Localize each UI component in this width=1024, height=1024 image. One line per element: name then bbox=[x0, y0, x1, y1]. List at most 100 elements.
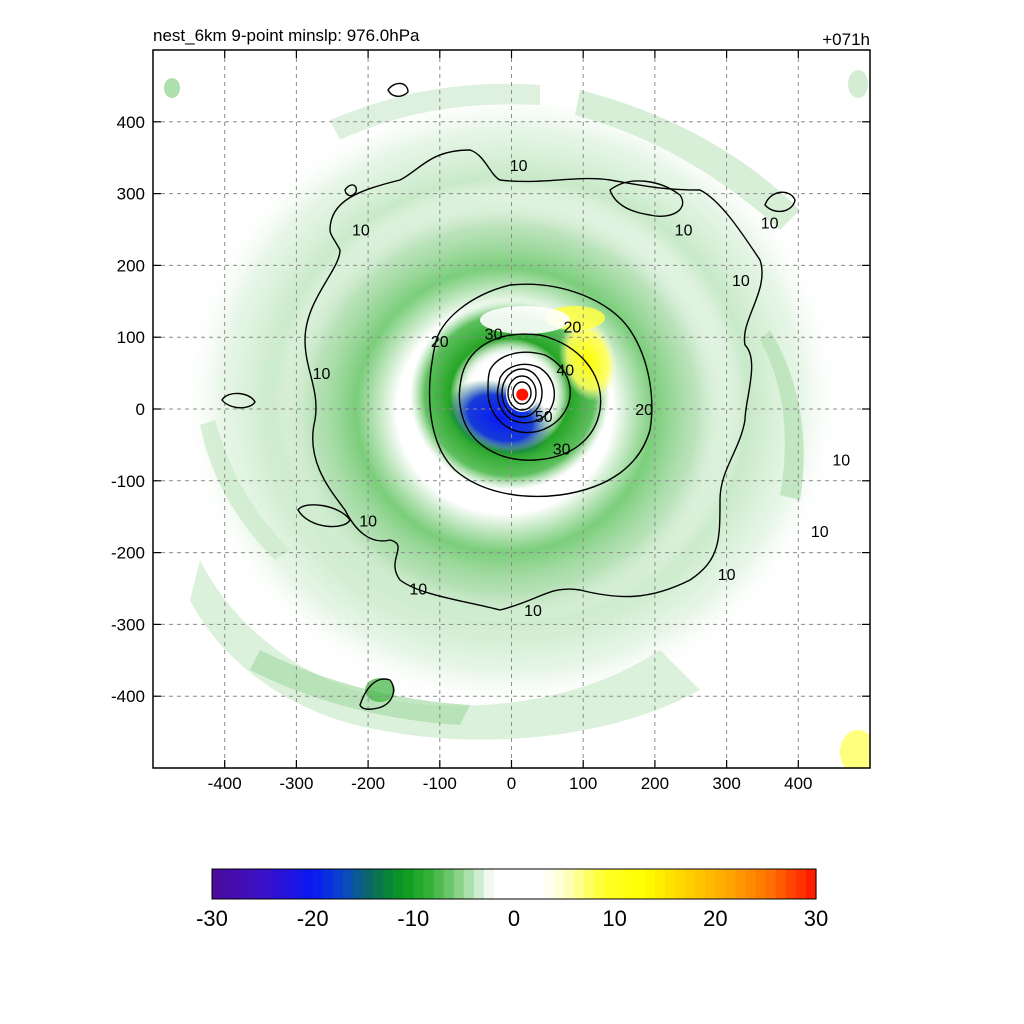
colorbar-swatch bbox=[634, 869, 646, 899]
colorbar-swatch bbox=[544, 869, 555, 899]
contour-island-nw2 bbox=[344, 184, 358, 197]
colorbar-swatch bbox=[715, 869, 726, 899]
contour-label: 10 bbox=[359, 513, 377, 530]
colorbar-swatch bbox=[675, 869, 686, 899]
colorbar-swatch bbox=[413, 869, 424, 899]
contour-label: 10 bbox=[510, 158, 528, 175]
colorbar-swatch bbox=[614, 869, 626, 899]
contour-label: 50 bbox=[535, 409, 553, 426]
contour-island-w bbox=[221, 392, 256, 409]
colorbar-swatch bbox=[322, 869, 334, 899]
colorbar-swatch bbox=[222, 869, 233, 899]
colorbar-swatch bbox=[342, 869, 354, 899]
colorbar-swatch bbox=[443, 869, 455, 899]
colorbar-swatch bbox=[534, 869, 545, 899]
contour-50 bbox=[496, 363, 556, 424]
colorbar-tick-label: -10 bbox=[397, 906, 429, 931]
colorbar-swatch bbox=[393, 869, 404, 899]
colorbar-swatches bbox=[212, 869, 817, 899]
colorbar-swatch bbox=[654, 869, 666, 899]
colorbar: -30 -20 -10 0 10 20 30 bbox=[196, 868, 828, 931]
contour-island-nw bbox=[387, 82, 409, 97]
y-tick-label: -400 bbox=[111, 687, 145, 706]
colorbar-labels: -30 -20 -10 0 10 20 30 bbox=[196, 906, 828, 931]
colorbar-swatch bbox=[524, 869, 535, 899]
colorbar-tick-label: 10 bbox=[602, 906, 626, 931]
contour-labels: 10 10 10 10 10 10 10 10 10 10 10 10 20 20 30 30 20 40 50 bbox=[313, 158, 851, 620]
colorbar-tick-label: 0 bbox=[508, 906, 520, 931]
contour-20 bbox=[428, 283, 653, 498]
colorbar-swatch bbox=[453, 869, 465, 899]
colorbar-frame bbox=[211, 868, 817, 900]
forecast-hour-label: +071h bbox=[822, 30, 870, 49]
x-tick-label: 100 bbox=[569, 774, 597, 793]
colorbar-swatch bbox=[463, 869, 475, 899]
colorbar-swatch bbox=[594, 869, 606, 899]
colorbar-swatch bbox=[503, 869, 515, 899]
contour-island-ne bbox=[609, 180, 684, 217]
contour-inner-1 bbox=[501, 368, 543, 418]
colorbar-swatch bbox=[584, 869, 596, 899]
colorbar-swatch bbox=[745, 869, 757, 899]
contour-label: 40 bbox=[556, 363, 574, 380]
x-tick-label: 400 bbox=[784, 774, 812, 793]
contour-label: 30 bbox=[553, 441, 571, 458]
y-tick-label: 0 bbox=[136, 400, 145, 419]
colorbar-swatch bbox=[242, 869, 253, 899]
colorbar-tick-label: 30 bbox=[804, 906, 828, 931]
contour-label: 20 bbox=[635, 402, 653, 419]
colorbar-swatch bbox=[473, 869, 485, 899]
colorbar-swatch bbox=[775, 869, 787, 899]
colorbar-swatch bbox=[483, 869, 495, 899]
colorbar-swatch bbox=[685, 869, 696, 899]
colorbar-swatch bbox=[805, 869, 817, 899]
colorbar-swatch bbox=[574, 869, 586, 899]
colorbar-swatch bbox=[363, 869, 374, 899]
colorbar-swatch bbox=[725, 869, 737, 899]
contour-label: 10 bbox=[718, 567, 736, 584]
colorbar-swatch bbox=[403, 869, 414, 899]
contour-label: 10 bbox=[732, 273, 750, 290]
x-tick-label: 200 bbox=[641, 774, 669, 793]
contour-label: 30 bbox=[485, 327, 503, 344]
colorbar-swatch bbox=[383, 869, 394, 899]
y-tick-label: 400 bbox=[117, 113, 145, 132]
contour-inner-3 bbox=[512, 381, 532, 405]
colorbar-swatch bbox=[695, 869, 706, 899]
colorbar-swatch bbox=[252, 869, 263, 899]
colorbar-swatch bbox=[554, 869, 565, 899]
y-tick-label: -100 bbox=[111, 472, 145, 491]
contour-10 bbox=[304, 149, 763, 611]
contour-label: 20 bbox=[431, 334, 449, 351]
plot-title: nest_6km 9-point minslp: 976.0hPa bbox=[153, 26, 420, 45]
colorbar-swatch bbox=[493, 869, 505, 899]
contour-island-sw1 bbox=[297, 504, 351, 528]
colorbar-swatch bbox=[352, 869, 364, 899]
colorbar-swatch bbox=[644, 869, 656, 899]
colorbar-tick-label: -30 bbox=[196, 906, 228, 931]
y-tick-label: 300 bbox=[117, 185, 145, 204]
colorbar-swatch bbox=[332, 869, 344, 899]
colorbar-swatch bbox=[795, 869, 807, 899]
colorbar-tick-label: 20 bbox=[703, 906, 727, 931]
x-tick-label: -200 bbox=[351, 774, 385, 793]
colorbar-swatch bbox=[514, 869, 525, 899]
x-tick-label: -300 bbox=[279, 774, 313, 793]
x-tick-label: -100 bbox=[423, 774, 457, 793]
y-tick-label: 100 bbox=[117, 328, 145, 347]
contour-inner-2 bbox=[507, 375, 537, 411]
colorbar-swatch bbox=[312, 869, 324, 899]
colorbar-tick-label: -20 bbox=[297, 906, 329, 931]
y-tick-label: -200 bbox=[111, 544, 145, 563]
y-axis: -400 -300 -200 -100 0 100 200 300 400 bbox=[111, 113, 870, 706]
contour-label: 10 bbox=[832, 452, 850, 469]
colorbar-swatch bbox=[433, 869, 445, 899]
contour-label: 10 bbox=[761, 215, 779, 232]
colorbar-swatch bbox=[232, 869, 243, 899]
x-tick-label: 300 bbox=[712, 774, 740, 793]
contour-label: 10 bbox=[524, 603, 542, 620]
x-tick-label: 0 bbox=[507, 774, 516, 793]
x-tick-label: -400 bbox=[208, 774, 242, 793]
colorbar-swatch bbox=[282, 869, 294, 899]
